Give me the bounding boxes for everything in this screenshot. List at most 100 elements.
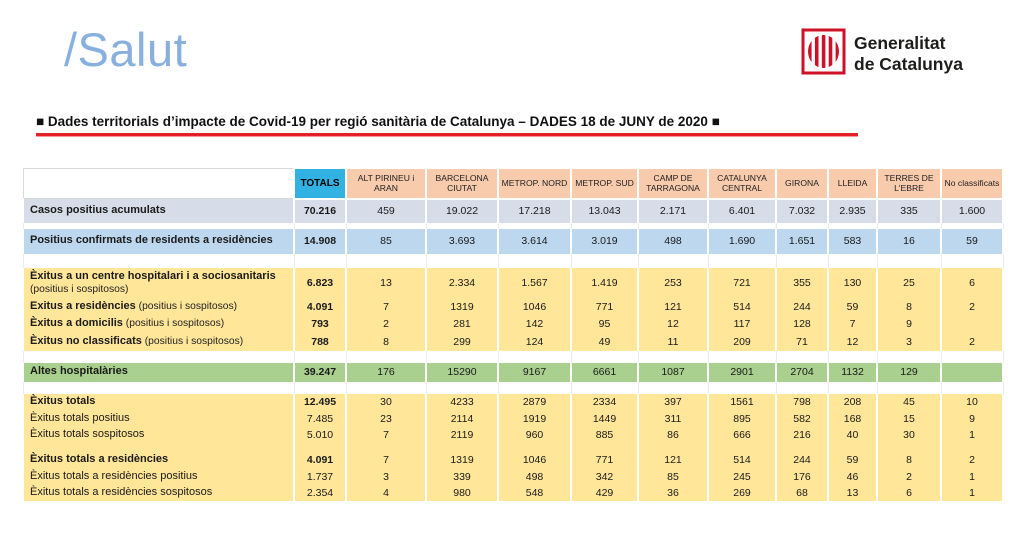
value-cell: 355 bbox=[775, 267, 829, 299]
value-cell: 208 bbox=[827, 393, 878, 411]
row-label: Èxitus a domicilis (positius i sospitoso… bbox=[22, 315, 295, 333]
value-cell bbox=[707, 442, 777, 452]
row-label bbox=[22, 442, 295, 452]
value-cell: 397 bbox=[637, 393, 709, 411]
value-cell: 514 bbox=[707, 451, 777, 469]
spacer-cell bbox=[345, 381, 427, 394]
row-casos-positius-acumulats: Casos positius acumulats 70.216 459 19.022 1… bbox=[22, 198, 1004, 223]
row-label: Casos positius acumulats bbox=[22, 198, 295, 223]
value-cell: 216 bbox=[775, 426, 829, 443]
value-cell: 1046 bbox=[497, 298, 572, 316]
row-label: Èxitus no classificats (positius i sospi… bbox=[22, 332, 295, 351]
row-exitus-totals-positius: Èxitus totals positius 7.485 23 2114 1919 144… bbox=[22, 410, 1004, 427]
value-cell: 8 bbox=[876, 451, 942, 469]
row-label: Èxitus totals sospitosos bbox=[22, 426, 295, 443]
row-label: Exitus a residències (positius i sospito… bbox=[22, 298, 295, 316]
value-cell: 9 bbox=[940, 410, 1004, 427]
value-cell: 7.032 bbox=[775, 198, 829, 223]
value-cell: 12 bbox=[827, 332, 878, 351]
value-cell: 68 bbox=[775, 484, 829, 501]
value-cell: 2334 bbox=[570, 393, 639, 411]
spacer-cell bbox=[775, 253, 829, 268]
value-cell: 895 bbox=[707, 410, 777, 427]
spacer-cell bbox=[876, 253, 942, 268]
column-header: CAMP DE TARRAGONA bbox=[637, 168, 709, 200]
total-cell: 39.247 bbox=[293, 362, 347, 382]
spacer-cell bbox=[637, 253, 709, 268]
spacer-cell bbox=[497, 253, 572, 268]
value-cell: 299 bbox=[425, 332, 499, 351]
value-cell: 771 bbox=[570, 451, 639, 469]
value-cell: 7 bbox=[827, 315, 878, 333]
value-cell: 7 bbox=[345, 451, 427, 469]
spacer-cell bbox=[22, 253, 295, 268]
spacer-cell bbox=[570, 350, 639, 363]
value-cell: 1319 bbox=[425, 298, 499, 316]
value-cell: 16 bbox=[876, 228, 942, 254]
value-cell: 1046 bbox=[497, 451, 572, 469]
spacer-row bbox=[22, 222, 1004, 229]
value-cell: 6 bbox=[940, 267, 1004, 299]
row-exitus-domicilis: Èxitus a domicilis (positius i sospitoso… bbox=[22, 315, 1004, 333]
spacer-cell bbox=[707, 253, 777, 268]
spacer-cell bbox=[637, 350, 709, 363]
value-cell: 885 bbox=[570, 426, 639, 443]
value-cell: 176 bbox=[775, 468, 829, 485]
value-cell: 10 bbox=[940, 393, 1004, 411]
value-cell: 121 bbox=[637, 298, 709, 316]
spacer-cell bbox=[940, 253, 1004, 268]
spacer-cell bbox=[293, 381, 347, 394]
value-cell: 2 bbox=[940, 332, 1004, 351]
value-cell: 1.651 bbox=[775, 228, 829, 254]
value-cell: 121 bbox=[637, 451, 709, 469]
value-cell: 168 bbox=[827, 410, 878, 427]
spacer-row bbox=[22, 381, 1004, 394]
value-cell: 429 bbox=[570, 484, 639, 501]
total-cell: 5.010 bbox=[293, 426, 347, 443]
value-cell: 1449 bbox=[570, 410, 639, 427]
value-cell: 209 bbox=[707, 332, 777, 351]
value-cell: 86 bbox=[637, 426, 709, 443]
row-yellow-blank bbox=[22, 442, 1004, 452]
table-header-row: TOTALS ALT PIRINEU i ARAN BARCELONA CIUTAT… bbox=[22, 168, 1004, 200]
gencat-shield-icon bbox=[801, 28, 846, 80]
value-cell: 2.171 bbox=[637, 198, 709, 223]
value-cell: 15290 bbox=[425, 362, 499, 382]
spacer-cell bbox=[570, 381, 639, 394]
total-cell: 70.216 bbox=[293, 198, 347, 223]
value-cell: 1.419 bbox=[570, 267, 639, 299]
spacer-cell bbox=[345, 253, 427, 268]
row-exitus-totals-residencies-positius: Èxitus totals a residències positius 1.73… bbox=[22, 468, 1004, 485]
row-label: Èxitus a un centre hospitalari i a socio… bbox=[22, 267, 295, 299]
value-cell: 1919 bbox=[497, 410, 572, 427]
value-cell: 3.614 bbox=[497, 228, 572, 254]
total-cell: 4.091 bbox=[293, 451, 347, 469]
value-cell: 339 bbox=[425, 468, 499, 485]
spacer-cell bbox=[637, 381, 709, 394]
value-cell: 13.043 bbox=[570, 198, 639, 223]
spacer-row bbox=[22, 350, 1004, 363]
spacer-cell bbox=[876, 381, 942, 394]
value-cell: 23 bbox=[345, 410, 427, 427]
total-cell: 793 bbox=[293, 315, 347, 333]
total-cell: 7.485 bbox=[293, 410, 347, 427]
spacer-cell bbox=[22, 381, 295, 394]
row-label: Altes hospitalàries bbox=[22, 362, 295, 382]
column-header: No classificats bbox=[940, 168, 1004, 200]
value-cell: 9 bbox=[876, 315, 942, 333]
column-header: CATALUNYA CENTRAL bbox=[707, 168, 777, 200]
value-cell: 1 bbox=[940, 468, 1004, 485]
title-block: ■ Dades territorials d’impacte de Covid-… bbox=[36, 114, 860, 136]
value-cell: 583 bbox=[827, 228, 878, 254]
value-cell: 6661 bbox=[570, 362, 639, 382]
value-cell: 1561 bbox=[707, 393, 777, 411]
value-cell: 7 bbox=[345, 426, 427, 443]
value-cell: 798 bbox=[775, 393, 829, 411]
row-exitus-totals-sospitosos: Èxitus totals sospitosos 5.010 7 2119 960 885… bbox=[22, 426, 1004, 443]
spacer-cell bbox=[497, 350, 572, 363]
value-cell: 3 bbox=[876, 332, 942, 351]
value-cell: 1 bbox=[940, 426, 1004, 443]
value-cell: 342 bbox=[570, 468, 639, 485]
value-cell bbox=[827, 442, 878, 452]
value-cell: 30 bbox=[345, 393, 427, 411]
